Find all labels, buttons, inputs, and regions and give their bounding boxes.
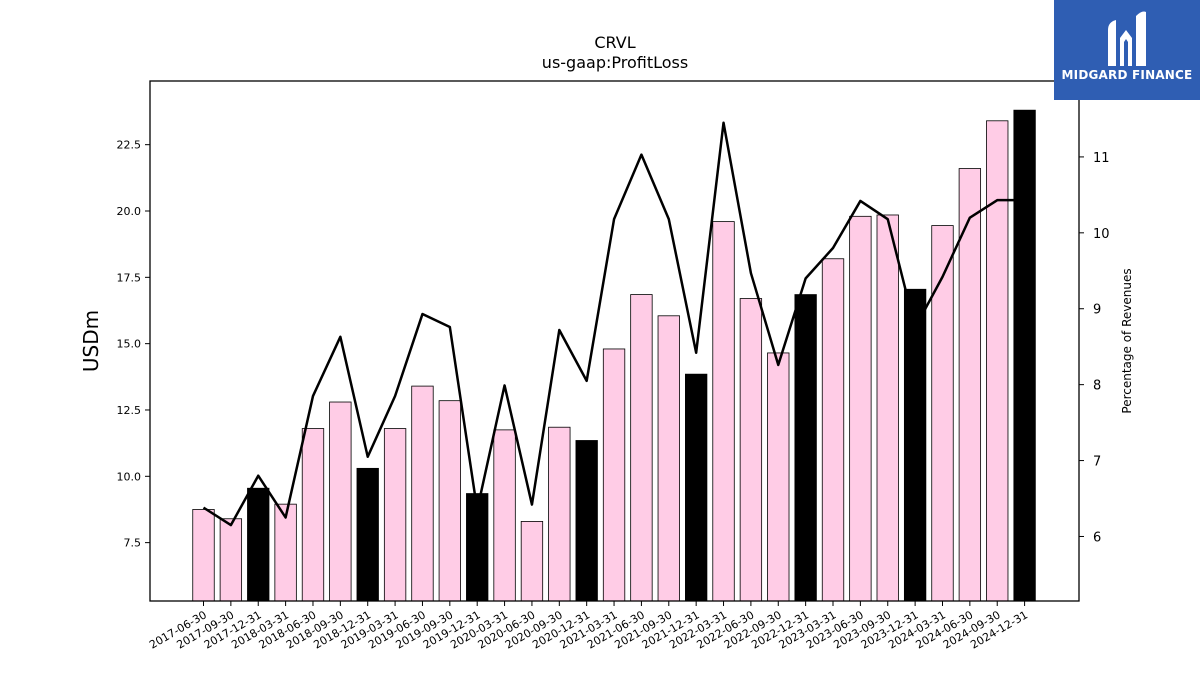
bar-series (192, 109, 1036, 602)
y-tick-label: 12.5 (117, 404, 142, 417)
y-tick-label: 10.0 (117, 470, 142, 483)
bar-2020-12-31 (575, 440, 598, 602)
right-axis-ticks: 6 7 8 9 10 11 (1079, 151, 1110, 545)
left-axis-ticks: 7.5 10.0 12.5 15.0 17.5 20.0 22.5 (117, 139, 150, 550)
y-axis-label: USDm (79, 310, 103, 372)
bar-2017-06-30 (192, 509, 215, 602)
y2-tick-label: 9 (1093, 303, 1101, 318)
y2-tick-label: 6 (1093, 530, 1101, 545)
chart-subtitle: us-gaap:ProfitLoss (542, 53, 688, 72)
y2-axis-label: Percentage of Revenues (1120, 268, 1134, 413)
y2-tick-label: 7 (1093, 455, 1101, 470)
logo-text: MIDGARD FINANCE (1061, 68, 1193, 82)
bar-2023-12-31 (903, 288, 927, 602)
y2-tick-label: 8 (1093, 379, 1101, 394)
plot-frame (149, 80, 1080, 602)
bar-2022-09-30 (767, 352, 790, 602)
bar-2019-06-30 (411, 385, 434, 602)
bar-2021-09-30 (657, 315, 680, 602)
bar-2022-06-30 (739, 298, 763, 602)
bar-2019-09-30 (438, 400, 461, 602)
y2-tick-label: 10 (1093, 227, 1110, 242)
bar-2018-09-30 (329, 401, 352, 602)
bar-2021-06-30 (630, 294, 653, 602)
bar-2023-06-30 (849, 215, 872, 602)
bar-2020-06-30 (520, 521, 544, 602)
bar-2022-03-31 (712, 221, 735, 602)
y-tick-label: 7.5 (124, 537, 142, 550)
bar-2024-03-31 (931, 225, 954, 602)
bar-2024-12-31 (1013, 109, 1036, 602)
logo-mark-icon (1108, 11, 1146, 66)
bar-2019-03-31 (383, 428, 407, 602)
bar-2021-03-31 (602, 348, 626, 602)
y-tick-label: 22.5 (117, 139, 142, 152)
percentage-line (202, 121, 1025, 527)
bar-2020-09-30 (548, 426, 571, 602)
bar-2018-06-30 (301, 428, 325, 602)
bar-2023-09-30 (876, 214, 899, 602)
y2-tick-label: 11 (1093, 151, 1110, 166)
bar-2021-12-31 (685, 373, 708, 602)
bar-2018-12-31 (356, 467, 379, 602)
chart-title: CRVL (594, 33, 635, 52)
y-tick-label: 15.0 (117, 338, 142, 351)
y-tick-label: 20.0 (117, 205, 142, 218)
bar-2017-09-30 (219, 518, 243, 602)
bar-2017-12-31 (247, 487, 270, 602)
midgard-finance-logo: MIDGARD FINANCE (1054, 0, 1200, 100)
bar-2024-09-30 (986, 120, 1009, 602)
bar-2023-03-31 (821, 258, 845, 602)
bar-2022-12-31 (794, 294, 817, 602)
bar-2020-03-31 (493, 429, 516, 602)
x-axis-ticks: 2017-06-302017-09-302017-12-312018-03-31… (147, 601, 1030, 652)
y-tick-label: 17.5 (117, 271, 142, 284)
